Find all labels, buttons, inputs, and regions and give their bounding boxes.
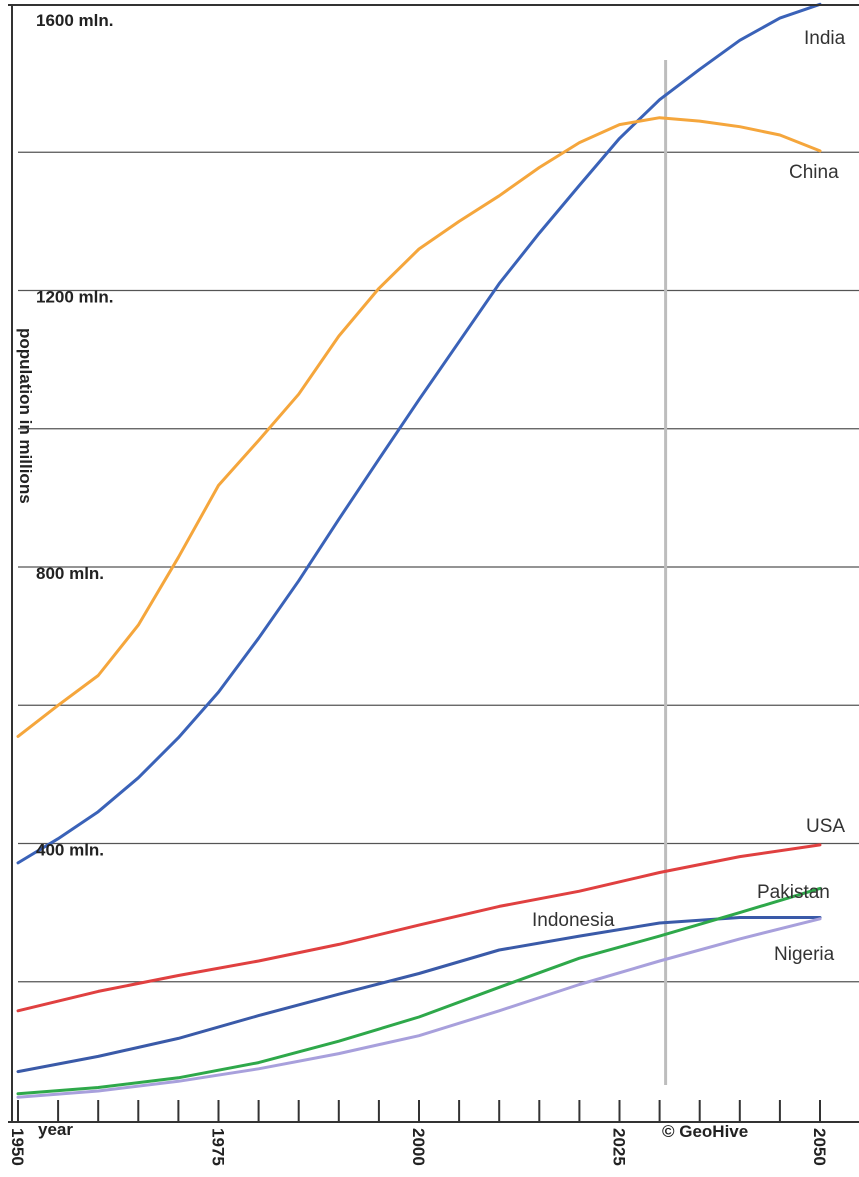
x-tick-label-1950: 1950: [8, 1128, 27, 1166]
y-label-400: 400 mln.: [36, 841, 104, 860]
x-tick-label-2000: 2000: [409, 1128, 428, 1166]
credit-text: © GeoHive: [662, 1122, 748, 1141]
series-line-indonesia: [16, 916, 822, 1074]
series-line-usa: [16, 843, 822, 1013]
y-label-1600: 1600 mln.: [36, 11, 114, 30]
series-label-china: China: [789, 162, 839, 183]
x-axis-title: year: [38, 1120, 73, 1139]
series-line-india: [16, 2, 822, 865]
series-label-pakistan: Pakistan: [757, 882, 830, 903]
series-label-india: India: [804, 28, 846, 49]
series-label-usa: USA: [806, 816, 845, 837]
x-tick-label-2025: 2025: [610, 1128, 629, 1166]
y-axis-title: population in millions: [16, 328, 35, 504]
x-tick-label-1975: 1975: [209, 1128, 228, 1166]
x-tick-label-2050: 2050: [810, 1128, 829, 1166]
series-layer: [16, 2, 822, 1099]
series-line-nigeria: [16, 917, 822, 1099]
series-line-pakistan: [16, 886, 822, 1096]
label-layer: 1600 mln. 1200 mln. 800 mln. 400 mln. 1950 19…: [8, 11, 846, 1166]
y-label-1200: 1200 mln.: [36, 288, 114, 307]
axis-layer: [8, 4, 859, 1123]
series-line-china: [16, 116, 822, 738]
y-label-800: 800 mln.: [36, 564, 104, 583]
series-label-indonesia: Indonesia: [532, 910, 615, 931]
series-label-nigeria: Nigeria: [774, 944, 835, 965]
grid-layer: [18, 151, 859, 983]
